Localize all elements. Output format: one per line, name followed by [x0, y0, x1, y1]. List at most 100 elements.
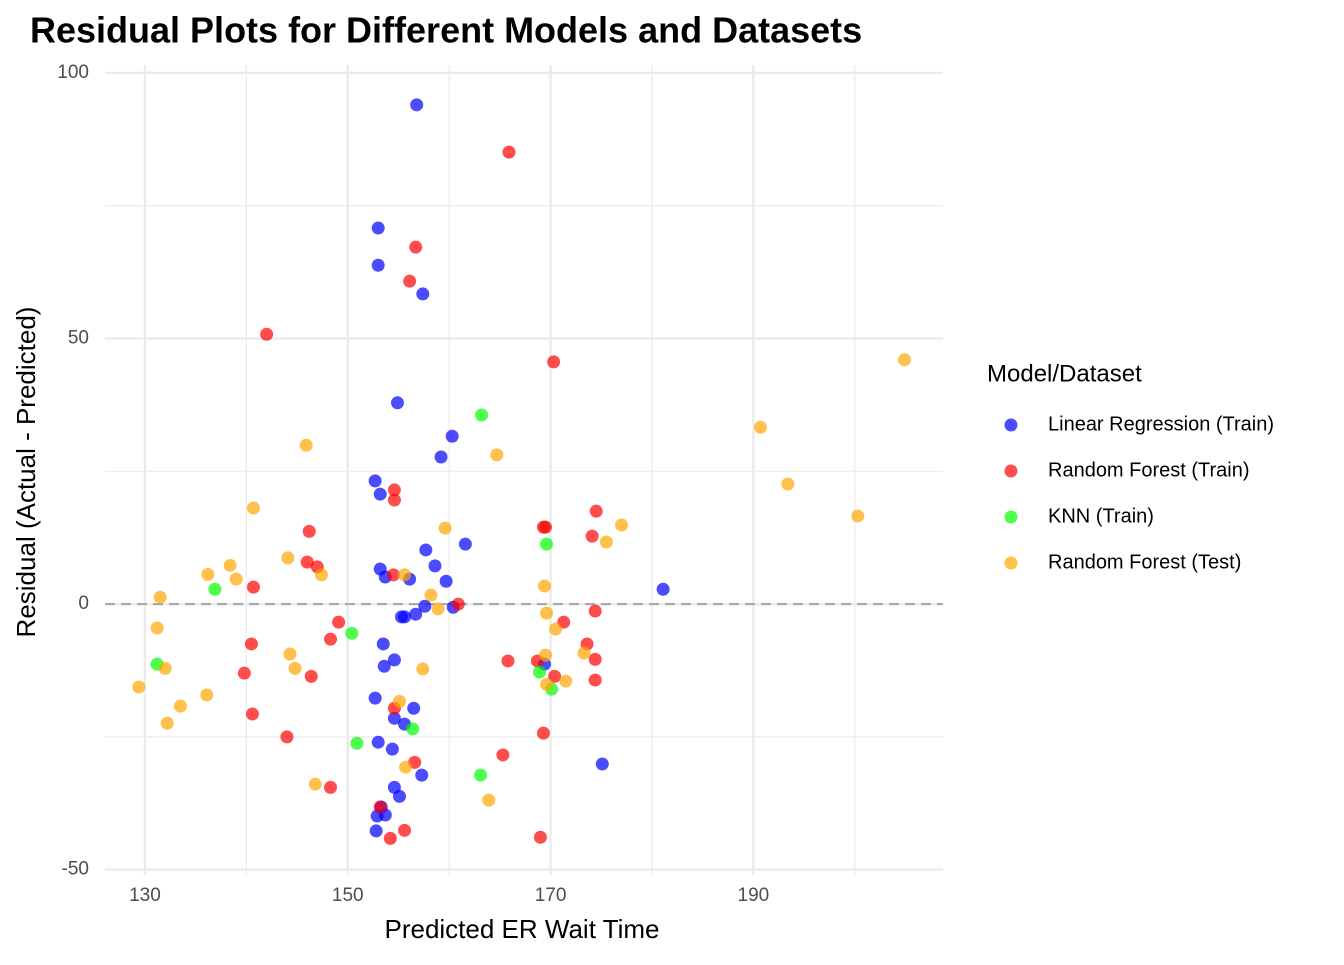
legend-marker — [1004, 464, 1018, 478]
point — [304, 669, 318, 683]
point — [376, 637, 390, 651]
point — [615, 518, 629, 532]
point — [260, 327, 274, 341]
point — [540, 606, 554, 620]
point — [537, 579, 551, 593]
point — [753, 420, 767, 434]
point — [410, 98, 424, 112]
point — [403, 274, 417, 288]
y-tick-label: 0 — [78, 593, 89, 614]
point — [314, 568, 328, 582]
point — [482, 793, 496, 807]
point — [439, 574, 453, 588]
point — [501, 654, 515, 668]
legend-label: Random Forest (Train) — [1048, 459, 1250, 481]
x-tick-label: 150 — [332, 885, 364, 906]
point — [385, 742, 399, 756]
legend-label: KNN (Train) — [1048, 505, 1154, 527]
point — [288, 661, 302, 675]
point — [244, 637, 258, 651]
legend-marker — [1004, 510, 1018, 524]
point — [533, 830, 547, 844]
point — [656, 582, 670, 596]
x-tick-label: 190 — [738, 885, 770, 906]
point — [350, 736, 364, 750]
point — [431, 602, 445, 616]
point — [416, 287, 430, 301]
point — [237, 666, 251, 680]
y-tick-label: 100 — [57, 62, 89, 83]
point — [281, 551, 295, 565]
point — [398, 823, 412, 837]
point — [445, 429, 459, 443]
point — [283, 647, 297, 661]
point — [438, 521, 452, 535]
x-tick-label: 130 — [129, 885, 161, 906]
point — [280, 730, 294, 744]
point — [229, 572, 243, 586]
point — [399, 760, 413, 774]
point — [373, 800, 387, 814]
point — [409, 607, 423, 621]
point — [398, 610, 412, 624]
point — [781, 477, 795, 491]
point — [299, 438, 313, 452]
legend-marker — [1004, 556, 1018, 570]
point — [245, 707, 259, 721]
point — [897, 353, 911, 367]
point — [407, 701, 421, 715]
point — [369, 824, 383, 838]
point — [585, 529, 599, 543]
point — [383, 831, 397, 845]
point — [851, 509, 865, 523]
point — [200, 688, 214, 702]
point — [373, 487, 387, 501]
point — [246, 501, 260, 515]
point — [538, 520, 552, 534]
point — [588, 652, 602, 666]
point — [409, 240, 423, 254]
point — [392, 694, 406, 708]
point — [549, 622, 563, 636]
point — [419, 543, 433, 557]
point — [371, 258, 385, 272]
point — [474, 768, 488, 782]
point — [371, 735, 385, 749]
point — [502, 145, 516, 159]
x-axis-label: Predicted ER Wait Time — [384, 914, 659, 944]
point — [415, 768, 429, 782]
point — [246, 580, 260, 594]
point — [160, 716, 174, 730]
point — [588, 673, 602, 687]
point — [451, 597, 465, 611]
point — [150, 621, 164, 635]
y-tick-label: -50 — [62, 859, 89, 880]
point — [392, 789, 406, 803]
legend-marker — [1004, 418, 1018, 432]
point — [324, 780, 338, 794]
point — [547, 355, 561, 369]
legend-title: Model/Dataset — [987, 360, 1142, 387]
point — [599, 535, 613, 549]
point — [540, 537, 554, 551]
point — [173, 699, 187, 713]
point — [387, 711, 401, 725]
point — [377, 659, 391, 673]
point — [532, 665, 546, 679]
point — [132, 680, 146, 694]
point — [158, 661, 172, 675]
x-tick-label: 170 — [535, 885, 567, 906]
point — [475, 408, 489, 422]
point — [208, 582, 222, 596]
point — [458, 537, 472, 551]
point — [387, 493, 401, 507]
point — [496, 748, 510, 762]
legend-label: Linear Regression (Train) — [1048, 413, 1274, 435]
point — [398, 568, 412, 582]
y-axis-label: Residual (Actual - Predicted) — [11, 307, 41, 638]
point — [406, 722, 420, 736]
point — [153, 590, 167, 604]
point — [387, 483, 401, 497]
point — [332, 615, 346, 629]
